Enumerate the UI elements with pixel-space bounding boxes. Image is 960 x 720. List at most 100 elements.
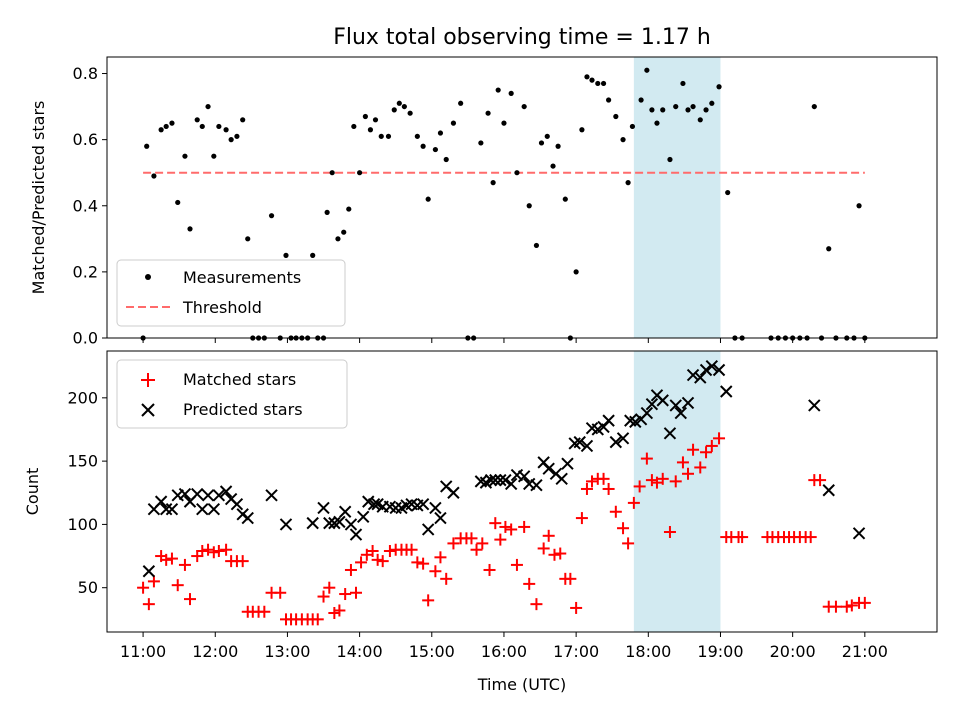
y-tick-label: 100 — [67, 515, 98, 534]
predicted-star-point — [699, 363, 713, 377]
y-tick-label: 0.8 — [73, 64, 98, 83]
bottom-axes-frame — [106, 350, 938, 633]
measurement-point — [654, 120, 660, 126]
predicted-star-point — [517, 470, 531, 483]
bottom-highlight-region — [633, 351, 721, 632]
predicted-star-point — [349, 528, 363, 541]
measurement-point — [526, 203, 532, 209]
predicted-star-point — [241, 511, 254, 525]
matched-star-point — [736, 531, 749, 544]
matched-star-point — [366, 544, 379, 557]
top-highlight-region — [633, 57, 721, 338]
legend-matched-label: Matched stars — [183, 370, 296, 389]
measurement-point — [811, 103, 817, 110]
measurement-point — [478, 140, 484, 146]
measurement-point — [385, 133, 392, 139]
matched-star-point — [523, 577, 536, 590]
y-tick-label: 200 — [67, 388, 98, 407]
matched-star-point — [196, 544, 209, 557]
matched-star-point — [694, 461, 707, 474]
measurement-point — [437, 130, 444, 136]
matched-star-point — [411, 556, 424, 569]
measurement-point — [521, 103, 527, 110]
matched-star-point — [656, 472, 669, 485]
measurement-point — [458, 100, 464, 106]
measurement-point — [685, 107, 691, 113]
matched-star-point — [564, 572, 577, 585]
matched-star-point — [220, 543, 233, 556]
measurement-point — [158, 127, 164, 133]
bottom-y-ticks: 50 100 150 200 — [67, 388, 107, 597]
measurement-point — [495, 87, 501, 93]
measurement-point — [144, 143, 150, 149]
measurement-point — [346, 206, 352, 212]
measurement-point — [649, 107, 655, 113]
matched-star-point — [258, 605, 271, 618]
measurement-point — [432, 146, 438, 153]
measurement-point — [638, 97, 644, 103]
measurement-point — [538, 140, 545, 146]
top-panel: 0.00.20.40.60.8 Matched/Predicted stars … — [29, 56, 938, 348]
x-tick-label: 14:00 — [337, 642, 383, 661]
measurement-point — [555, 143, 561, 149]
matched-star-point — [622, 537, 635, 550]
matched-star-point — [518, 520, 531, 533]
top-x-ticks — [142, 338, 866, 343]
matched-star-point — [212, 544, 225, 557]
matched-star-point — [142, 598, 155, 611]
measurement-point — [725, 189, 731, 196]
predicted-star-point — [165, 503, 179, 516]
matched-star-point — [682, 467, 694, 480]
measurement-point — [680, 80, 686, 87]
measurement-point — [673, 103, 679, 110]
matched-star-point — [663, 526, 676, 539]
predicted-star-point — [489, 473, 502, 487]
matched-star-point — [640, 452, 653, 465]
measurement-point — [856, 203, 862, 209]
matched-star-point — [510, 558, 523, 571]
predicted-star-point — [656, 394, 669, 407]
predicted-star-point — [323, 516, 336, 530]
top-y-ticks: 0.0 0.2 0.4 0.6 0.8 — [73, 64, 107, 348]
matched-star-points — [137, 432, 871, 626]
measurement-point — [606, 97, 612, 103]
predicted-star-point — [429, 501, 442, 515]
matched-star-point — [236, 555, 249, 568]
x-tick-label: 19:00 — [697, 642, 743, 661]
matched-star-point — [489, 517, 502, 530]
predicted-star-point — [389, 501, 402, 515]
predicted-star-point — [499, 473, 512, 487]
predicted-star-point — [822, 484, 835, 497]
predicted-star-point — [694, 371, 707, 384]
measurement-point — [341, 229, 347, 235]
predicted-star-point — [640, 406, 654, 420]
matched-star-point — [617, 522, 630, 535]
predicted-star-point — [681, 396, 695, 410]
matched-star-point — [829, 600, 842, 613]
matched-star-point — [597, 472, 610, 485]
measurement-point — [420, 143, 426, 149]
matched-star-point — [311, 613, 324, 626]
bottom-y-axis-label: Count — [23, 468, 42, 516]
measurement-point — [644, 67, 650, 73]
matched-star-point — [705, 439, 718, 452]
y-tick-label: 0.2 — [73, 262, 98, 281]
measurement-point — [199, 123, 205, 130]
measurement-point — [485, 110, 491, 116]
measurement-point — [443, 156, 449, 163]
matched-star-point — [147, 575, 160, 588]
predicted-star-point — [555, 472, 568, 486]
matched-star-point — [383, 544, 396, 557]
measurement-point — [216, 123, 222, 130]
bottom-panel: 50 100 150 200 11:00 12:00 13:00 14:00 15:00 16:… — [23, 350, 938, 694]
y-tick-label: 0.4 — [73, 196, 98, 215]
matched-star-point — [350, 586, 362, 599]
x-tick-label: 13:00 — [264, 642, 310, 661]
top-legend-box — [116, 259, 346, 327]
top-y-axis-label: Matched/Predicted stars — [29, 101, 48, 295]
measurement-point — [234, 133, 240, 139]
predicted-star-point — [616, 432, 630, 445]
measurement-point — [151, 173, 157, 179]
matched-star-point — [845, 599, 858, 612]
matched-star-point — [476, 537, 489, 550]
